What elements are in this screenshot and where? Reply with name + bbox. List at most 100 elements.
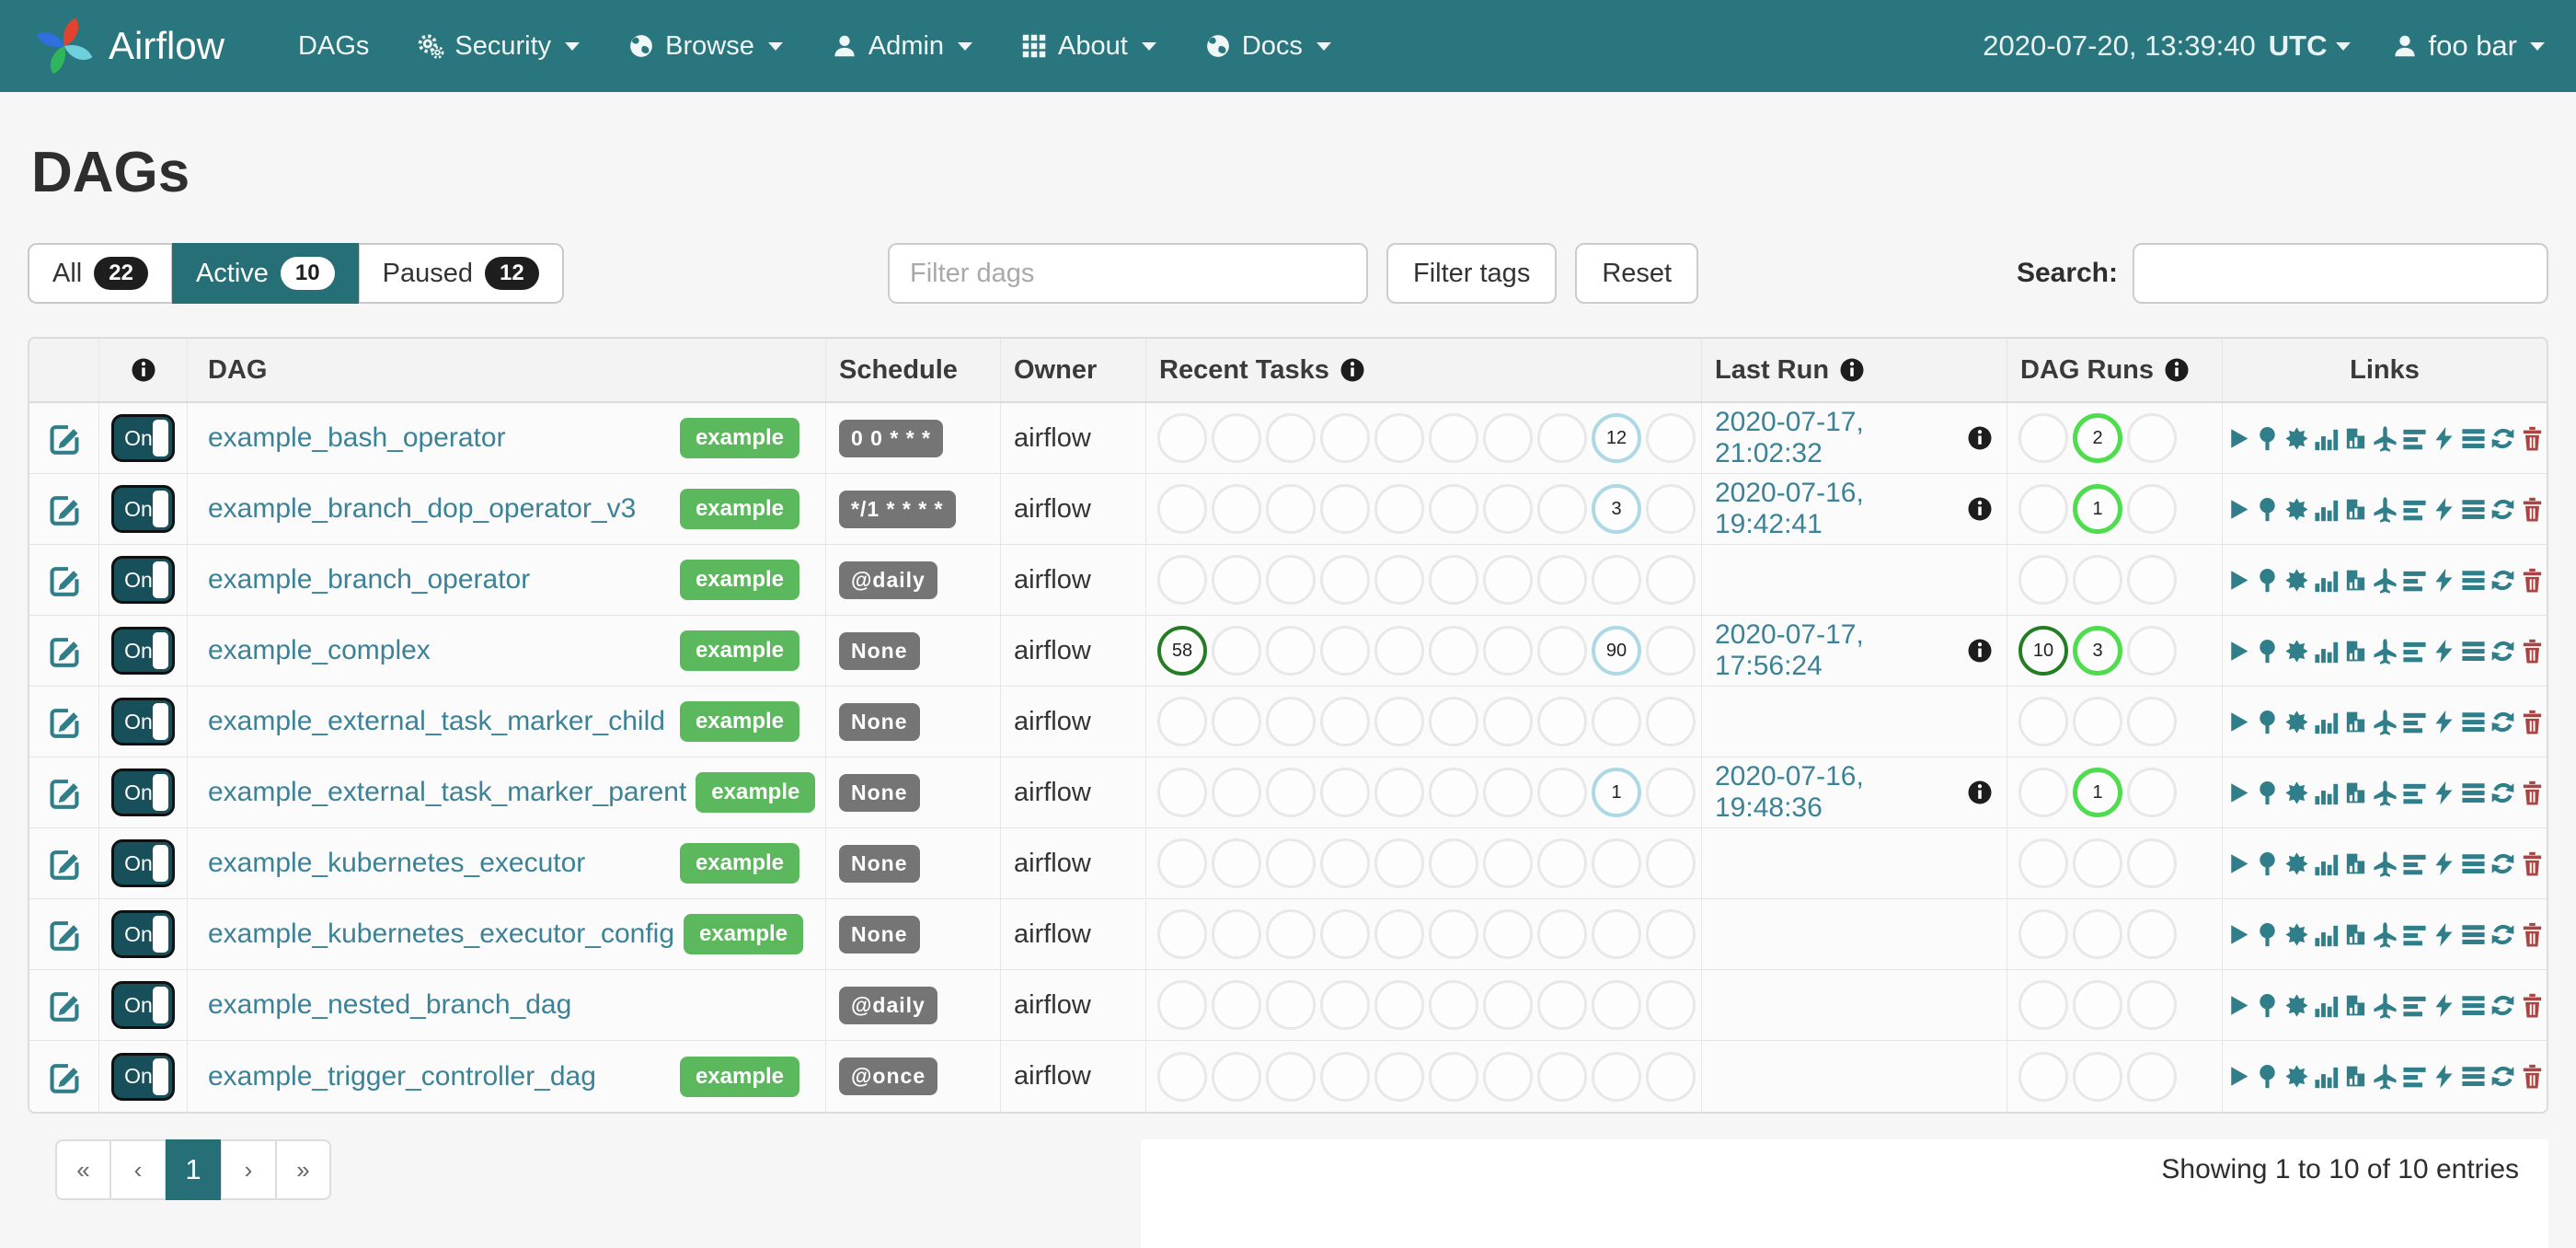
details-icon[interactable] [2460, 709, 2487, 735]
landing-times-icon[interactable] [2372, 850, 2398, 877]
tag-badge[interactable]: example [679, 843, 799, 884]
recent-task-circle[interactable] [1537, 1051, 1587, 1102]
graph-view-icon[interactable] [2283, 567, 2310, 594]
edit-dag-icon[interactable] [47, 775, 82, 810]
tree-view-icon[interactable] [2254, 992, 2281, 1019]
recent-task-circle[interactable] [1212, 768, 1261, 817]
recent-task-circle[interactable]: 1 [1592, 768, 1641, 817]
gantt-icon[interactable] [2401, 992, 2428, 1019]
refresh-icon[interactable] [2490, 496, 2516, 523]
trigger-dag-icon[interactable] [2225, 567, 2251, 594]
gantt-icon[interactable] [2401, 709, 2428, 735]
recent-task-circle[interactable] [1646, 980, 1696, 1030]
dag-run-circle[interactable] [2127, 1051, 2177, 1102]
dag-pause-toggle[interactable]: On [111, 627, 175, 675]
task-tries-icon[interactable] [2342, 425, 2369, 452]
dag-pause-toggle[interactable]: On [111, 839, 175, 887]
graph-view-icon[interactable] [2283, 921, 2310, 948]
task-tries-icon[interactable] [2342, 638, 2369, 664]
gantt-icon[interactable] [2401, 921, 2428, 948]
pagination-last[interactable]: » [276, 1139, 331, 1200]
dag-run-circle[interactable]: 2 [2073, 413, 2122, 463]
filter-tags-button[interactable]: Filter tags [1386, 243, 1558, 304]
dag-run-circle[interactable]: 1 [2073, 484, 2122, 534]
recent-task-circle[interactable] [1212, 697, 1261, 746]
task-duration-icon[interactable] [2313, 921, 2340, 948]
task-tries-icon[interactable] [2342, 992, 2369, 1019]
dag-link[interactable]: example_nested_branch_dag [208, 989, 572, 1020]
recent-task-circle[interactable] [1212, 555, 1261, 605]
task-duration-icon[interactable] [2313, 709, 2340, 735]
landing-times-icon[interactable] [2372, 567, 2398, 594]
pagination-prev[interactable]: ‹ [110, 1139, 166, 1200]
recent-task-circle[interactable] [1320, 1051, 1370, 1102]
delete-icon[interactable] [2519, 850, 2546, 877]
delete-icon[interactable] [2519, 1063, 2546, 1090]
dag-run-circle[interactable] [2127, 555, 2177, 605]
info-icon[interactable] [1838, 356, 1866, 384]
edit-dag-icon[interactable] [47, 633, 82, 668]
gantt-icon[interactable] [2401, 1063, 2428, 1090]
tag-badge[interactable]: example [679, 701, 799, 742]
recent-task-circle[interactable] [1429, 484, 1478, 534]
trigger-dag-icon[interactable] [2225, 1063, 2251, 1090]
tree-view-icon[interactable] [2254, 1063, 2281, 1090]
graph-view-icon[interactable] [2283, 709, 2310, 735]
recent-task-circle[interactable] [1646, 909, 1696, 959]
graph-view-icon[interactable] [2283, 425, 2310, 452]
gantt-icon[interactable] [2401, 425, 2428, 452]
tree-view-icon[interactable] [2254, 425, 2281, 452]
tab-all[interactable]: All 22 [28, 243, 172, 304]
dag-run-circle[interactable] [2018, 413, 2068, 463]
recent-task-circle[interactable] [1483, 1051, 1533, 1102]
recent-task-circle[interactable] [1429, 1051, 1478, 1102]
trigger-dag-icon[interactable] [2225, 850, 2251, 877]
recent-task-circle[interactable] [1320, 909, 1370, 959]
delete-icon[interactable] [2519, 921, 2546, 948]
graph-view-icon[interactable] [2283, 992, 2310, 1019]
last-run-link[interactable]: 2020-07-17, 21:02:32 [1715, 407, 1864, 468]
tab-active[interactable]: Active 10 [171, 243, 359, 304]
recent-task-circle[interactable] [1429, 413, 1478, 463]
refresh-icon[interactable] [2490, 1063, 2516, 1090]
dag-run-circle[interactable] [2018, 980, 2068, 1030]
task-duration-icon[interactable] [2313, 780, 2340, 806]
trigger-dag-icon[interactable] [2225, 709, 2251, 735]
recent-task-circle[interactable] [1320, 484, 1370, 534]
task-duration-icon[interactable] [2313, 496, 2340, 523]
delete-icon[interactable] [2519, 780, 2546, 806]
airflow-brand[interactable]: Airflow [31, 13, 224, 79]
task-duration-icon[interactable] [2313, 850, 2340, 877]
code-icon[interactable] [2431, 425, 2457, 452]
dag-run-circle[interactable] [2018, 1051, 2068, 1102]
refresh-icon[interactable] [2490, 638, 2516, 664]
info-icon[interactable] [1339, 356, 1366, 384]
recent-task-circle[interactable] [1646, 484, 1696, 534]
dag-run-circle[interactable] [2018, 909, 2068, 959]
recent-task-circle[interactable] [1537, 980, 1587, 1030]
gantt-icon[interactable] [2401, 496, 2428, 523]
recent-task-circle[interactable] [1483, 626, 1533, 676]
code-icon[interactable] [2431, 1063, 2457, 1090]
recent-task-circle[interactable] [1266, 697, 1316, 746]
refresh-icon[interactable] [2490, 780, 2516, 806]
task-duration-icon[interactable] [2313, 992, 2340, 1019]
recent-task-circle[interactable] [1212, 1051, 1261, 1102]
recent-task-circle[interactable] [1374, 838, 1424, 888]
dag-run-circle[interactable] [2127, 484, 2177, 534]
recent-task-circle[interactable] [1374, 768, 1424, 817]
recent-task-circle[interactable] [1374, 697, 1424, 746]
recent-task-circle[interactable] [1646, 1051, 1696, 1102]
task-tries-icon[interactable] [2342, 850, 2369, 877]
task-tries-icon[interactable] [2342, 780, 2369, 806]
recent-task-circle[interactable] [1320, 626, 1370, 676]
recent-task-circle[interactable] [1266, 484, 1316, 534]
task-duration-icon[interactable] [2313, 425, 2340, 452]
recent-task-circle[interactable] [1537, 697, 1587, 746]
recent-task-circle[interactable] [1537, 909, 1587, 959]
recent-task-circle[interactable] [1374, 484, 1424, 534]
last-run-link[interactable]: 2020-07-17, 17:56:24 [1715, 619, 1864, 681]
recent-task-circle[interactable] [1212, 909, 1261, 959]
delete-icon[interactable] [2519, 638, 2546, 664]
recent-task-circle[interactable] [1483, 838, 1533, 888]
